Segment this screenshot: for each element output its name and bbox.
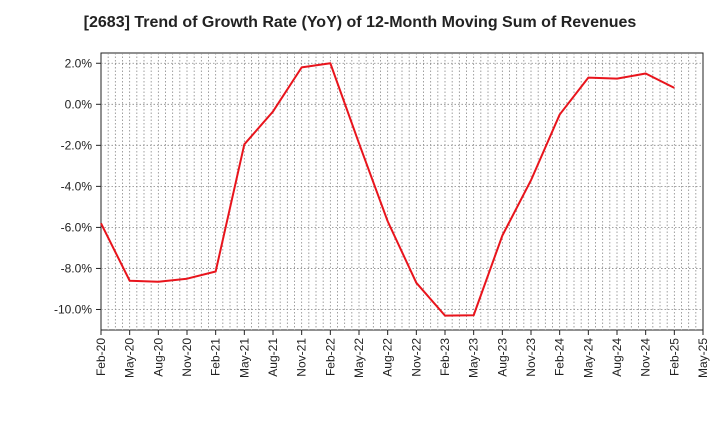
y-tick-label: -6.0%	[61, 220, 93, 234]
x-tick-label: May-20	[123, 338, 137, 378]
x-tick-label: Aug-20	[151, 338, 165, 377]
x-tick-label: May-25	[696, 338, 710, 378]
x-tick-label: May-22	[352, 338, 366, 378]
y-tick-label: -2.0%	[61, 138, 93, 152]
x-tick-label: Nov-20	[180, 338, 194, 377]
x-tick-label: May-23	[467, 338, 481, 378]
x-tick-label: Feb-20	[94, 338, 108, 376]
chart-title: [2683] Trend of Growth Rate (YoY) of 12-…	[83, 14, 637, 31]
y-tick-label: 0.0%	[65, 97, 93, 111]
x-tick-label: Aug-23	[495, 338, 509, 377]
y-tick-label: -10.0%	[54, 302, 92, 316]
x-tick-label: Feb-21	[209, 338, 223, 376]
x-tick-label: Nov-21	[295, 338, 309, 377]
x-tick-label: Aug-21	[266, 338, 280, 377]
x-tick-label: Nov-24	[639, 338, 653, 377]
x-tick-label: Nov-22	[409, 338, 423, 377]
y-tick-label: -4.0%	[61, 179, 93, 193]
x-tick-label: Feb-23	[438, 338, 452, 376]
x-tick-label: Aug-22	[381, 338, 395, 377]
x-tick-label: May-21	[237, 338, 251, 378]
x-tick-label: Nov-23	[524, 338, 538, 377]
y-tick-label: -8.0%	[61, 261, 93, 275]
y-tick-label: 2.0%	[65, 56, 93, 70]
x-tick-label: Aug-24	[610, 338, 624, 377]
x-tick-label: May-24	[581, 338, 595, 378]
x-tick-label: Feb-24	[553, 338, 567, 376]
x-tick-label: Feb-22	[323, 338, 337, 376]
x-tick-label: Feb-25	[667, 338, 681, 376]
